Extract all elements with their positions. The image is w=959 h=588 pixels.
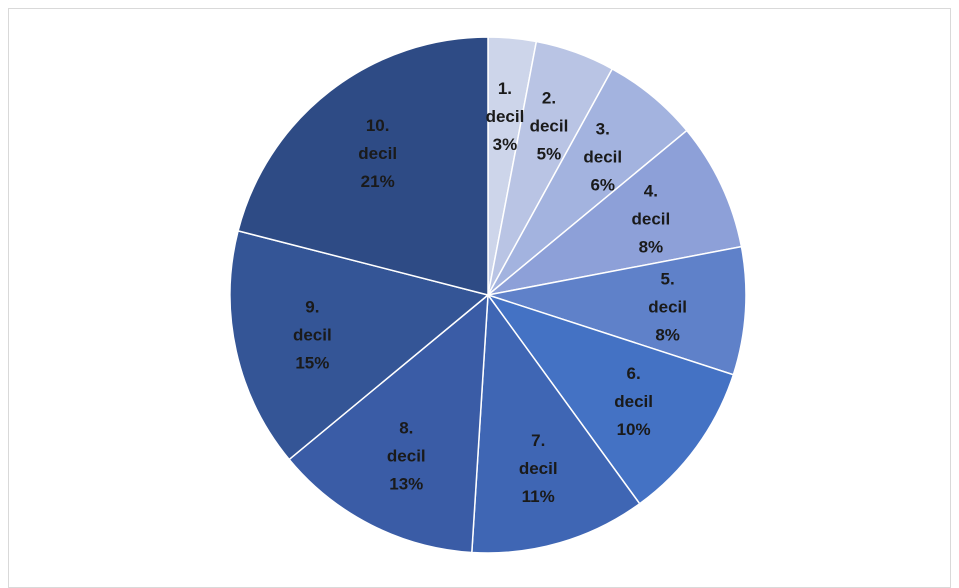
slice-name: 3. — [596, 119, 610, 138]
slice-category: decil — [293, 325, 332, 344]
slice-percent: 8% — [655, 325, 680, 344]
slice-percent: 11% — [522, 487, 555, 506]
pie-slice-8 — [288, 293, 489, 554]
slice-name: 9. — [305, 297, 319, 316]
pie-chart: 1. decil 3% 2. decil 5% 3. decil 6% 4. decil 8% 5. de… — [229, 36, 747, 554]
pie-labels: 1. decil 3% 2. decil 5% 3. decil 6% 4. decil 8% 5. de… — [293, 79, 687, 506]
pie-slice-9 — [229, 229, 490, 461]
slice-name: 8. — [399, 418, 413, 437]
slice-name: 4. — [644, 181, 658, 200]
slice-percent: 13% — [389, 474, 423, 493]
pie-slice-10 — [237, 36, 489, 296]
slice-percent: 5% — [537, 145, 562, 164]
slice-name: 2. — [542, 89, 556, 108]
pie-slices — [229, 36, 747, 554]
pie-slice-6 — [486, 293, 735, 505]
slice-category: decil — [486, 107, 525, 126]
slice-label-1: 1. decil 3% — [486, 79, 525, 154]
slice-name: 6. — [627, 364, 641, 383]
slice-category: decil — [519, 459, 558, 478]
slice-category: decil — [648, 297, 687, 316]
slice-label-7: 7. decil 11% — [519, 431, 558, 506]
slice-label-4: 4. decil 8% — [631, 181, 670, 256]
slice-category: decil — [387, 446, 426, 465]
pie-slice-7 — [471, 292, 641, 554]
slice-label-6: 6. decil 10% — [614, 364, 653, 439]
slice-percent: 6% — [590, 175, 615, 194]
pie-slice-4 — [487, 129, 743, 296]
slice-label-10: 10. decil 21% — [358, 116, 397, 191]
slice-percent: 10% — [617, 420, 651, 439]
slice-label-3: 3. decil 6% — [583, 119, 622, 194]
slice-category: decil — [583, 147, 622, 166]
slice-label-8: 8. decil 13% — [387, 418, 426, 493]
slice-name: 10. — [366, 116, 390, 135]
slice-percent: 15% — [295, 353, 329, 372]
slice-label-5: 5. decil 8% — [648, 269, 687, 344]
slice-name: 5. — [661, 269, 675, 288]
slice-category: decil — [530, 117, 569, 136]
slice-name: 1. — [498, 79, 512, 98]
slice-category: decil — [358, 144, 397, 163]
slice-label-2: 2. decil 5% — [530, 89, 569, 164]
slice-label-9: 9. decil 15% — [293, 297, 332, 372]
slice-percent: 21% — [361, 172, 395, 191]
slice-name: 7. — [531, 431, 545, 450]
slice-percent: 8% — [639, 237, 664, 256]
slice-category: decil — [614, 392, 653, 411]
pie-slice-5 — [487, 245, 747, 376]
slice-percent: 3% — [493, 135, 518, 154]
slice-category: decil — [631, 209, 670, 228]
